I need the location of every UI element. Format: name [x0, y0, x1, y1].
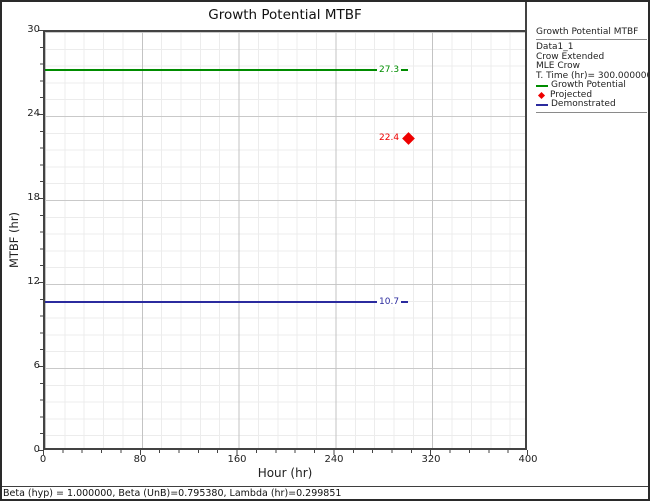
projected-diamond-icon	[537, 91, 546, 99]
legend-termination-time: T. Time (hr)= 300.000000	[536, 70, 650, 81]
demonstrated-line	[45, 301, 408, 304]
x-tick-320: 320	[421, 454, 441, 465]
legend-heading: Growth Potential MTBF	[536, 27, 647, 40]
legend-separator	[536, 111, 647, 113]
plot-area: 27.3 22.4 10.7	[43, 30, 527, 450]
x-tick-0: 0	[39, 454, 47, 465]
chart-title: Growth Potential MTBF	[208, 7, 362, 23]
legend-panel: Growth Potential MTBF Data1_1 Crow Exten…	[536, 27, 650, 113]
x-tick-240: 240	[324, 454, 344, 465]
legend-entry-label: Projected	[550, 89, 593, 100]
demonstrated-value-label: 10.7	[377, 297, 402, 308]
y-tick-0: 0	[33, 444, 40, 455]
y-tick-18: 18	[27, 192, 40, 203]
legend-entry-demonstrated: Demonstrated	[536, 99, 647, 110]
plot-legend-divider	[525, 2, 527, 30]
legend-entry-projected: Projected	[536, 89, 647, 101]
growth-potential-line	[45, 68, 408, 71]
status-bar: Beta (hyp) = 1.000000, Beta (UnB)=0.7953…	[0, 486, 650, 501]
legend-entry-label: Demonstrated	[551, 99, 616, 109]
projected-value-label: 22.4	[379, 133, 400, 144]
legend-entry-growth-potential: Growth Potential	[536, 80, 647, 91]
x-tick-400: 400	[518, 454, 538, 465]
y-tick-12: 12	[27, 276, 40, 287]
y-axis-major-ticks	[38, 30, 43, 451]
y-tick-6: 6	[33, 360, 40, 371]
growth-potential-line-icon	[536, 84, 548, 87]
x-axis-major-ticks	[43, 450, 529, 455]
legend-model-name: Crow Extended	[536, 51, 605, 62]
projected-point-marker	[401, 132, 415, 145]
x-axis-title: Hour (hr)	[257, 466, 313, 480]
y-axis-title: MTBF (hr)	[7, 211, 21, 269]
x-tick-80: 80	[133, 454, 147, 465]
legend-data-source: Data1_1	[536, 42, 574, 52]
y-tick-30: 30	[27, 24, 40, 35]
y-tick-24: 24	[27, 108, 40, 119]
growth-potential-value-label: 27.3	[377, 64, 402, 75]
legend-entry-label: Growth Potential	[551, 80, 626, 90]
x-tick-160: 160	[227, 454, 247, 465]
legend-estimation-method: MLE Crow	[536, 61, 580, 71]
demonstrated-line-icon	[536, 103, 548, 106]
